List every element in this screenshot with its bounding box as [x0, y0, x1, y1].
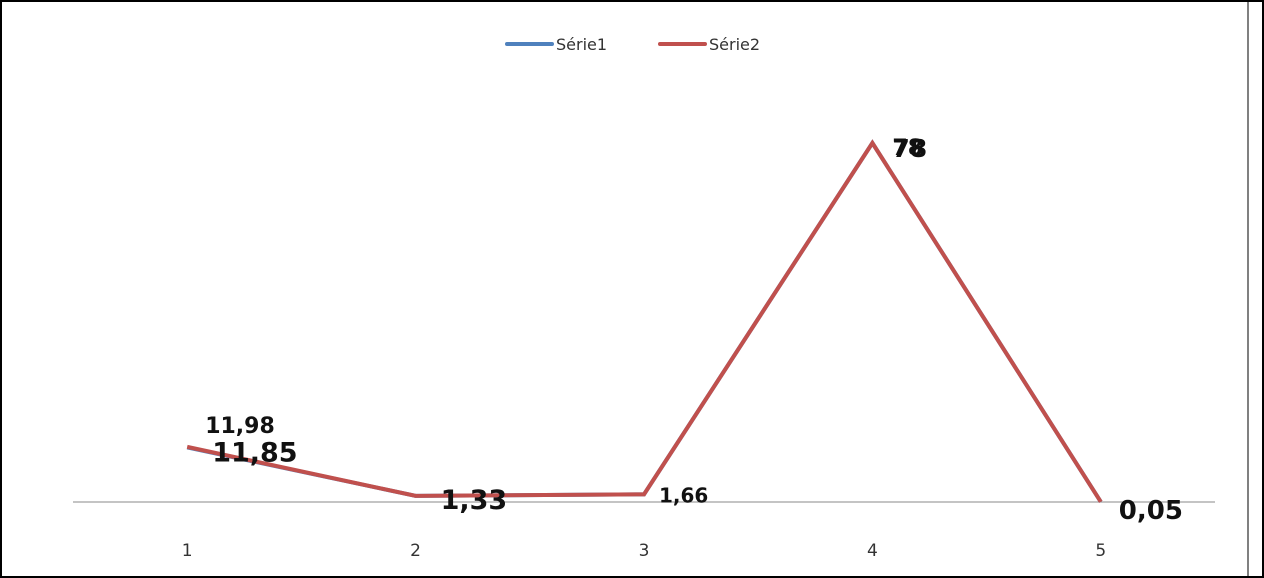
series-lines: [186, 139, 1103, 503]
data-label-serie1-4: 78: [892, 134, 927, 163]
x-tick-label-4: 4: [867, 541, 878, 561]
series-line-serie2: [186, 139, 1103, 503]
data-label-serie1-1: 11,85: [212, 437, 297, 468]
legend-label-serie1: Série1: [556, 35, 607, 54]
data-label-serie2-4: 78: [892, 136, 923, 161]
x-tick-labels: 1 2 3 4 5: [182, 541, 1106, 561]
legend-label-serie2: Série2: [709, 35, 760, 54]
data-label-serie2-1: 11,98: [205, 414, 275, 439]
x-tick-label-2: 2: [410, 541, 421, 561]
x-tick-label-1: 1: [182, 541, 193, 561]
data-label-serie1-5: 0,05: [1119, 496, 1183, 526]
x-tick-label-5: 5: [1095, 541, 1106, 561]
data-label-serie1-2: 1,33: [441, 485, 508, 516]
x-tick-label-3: 3: [639, 541, 650, 561]
data-label-serie1-3: 1,66: [659, 483, 708, 507]
legend: Série1 Série2: [505, 35, 760, 54]
